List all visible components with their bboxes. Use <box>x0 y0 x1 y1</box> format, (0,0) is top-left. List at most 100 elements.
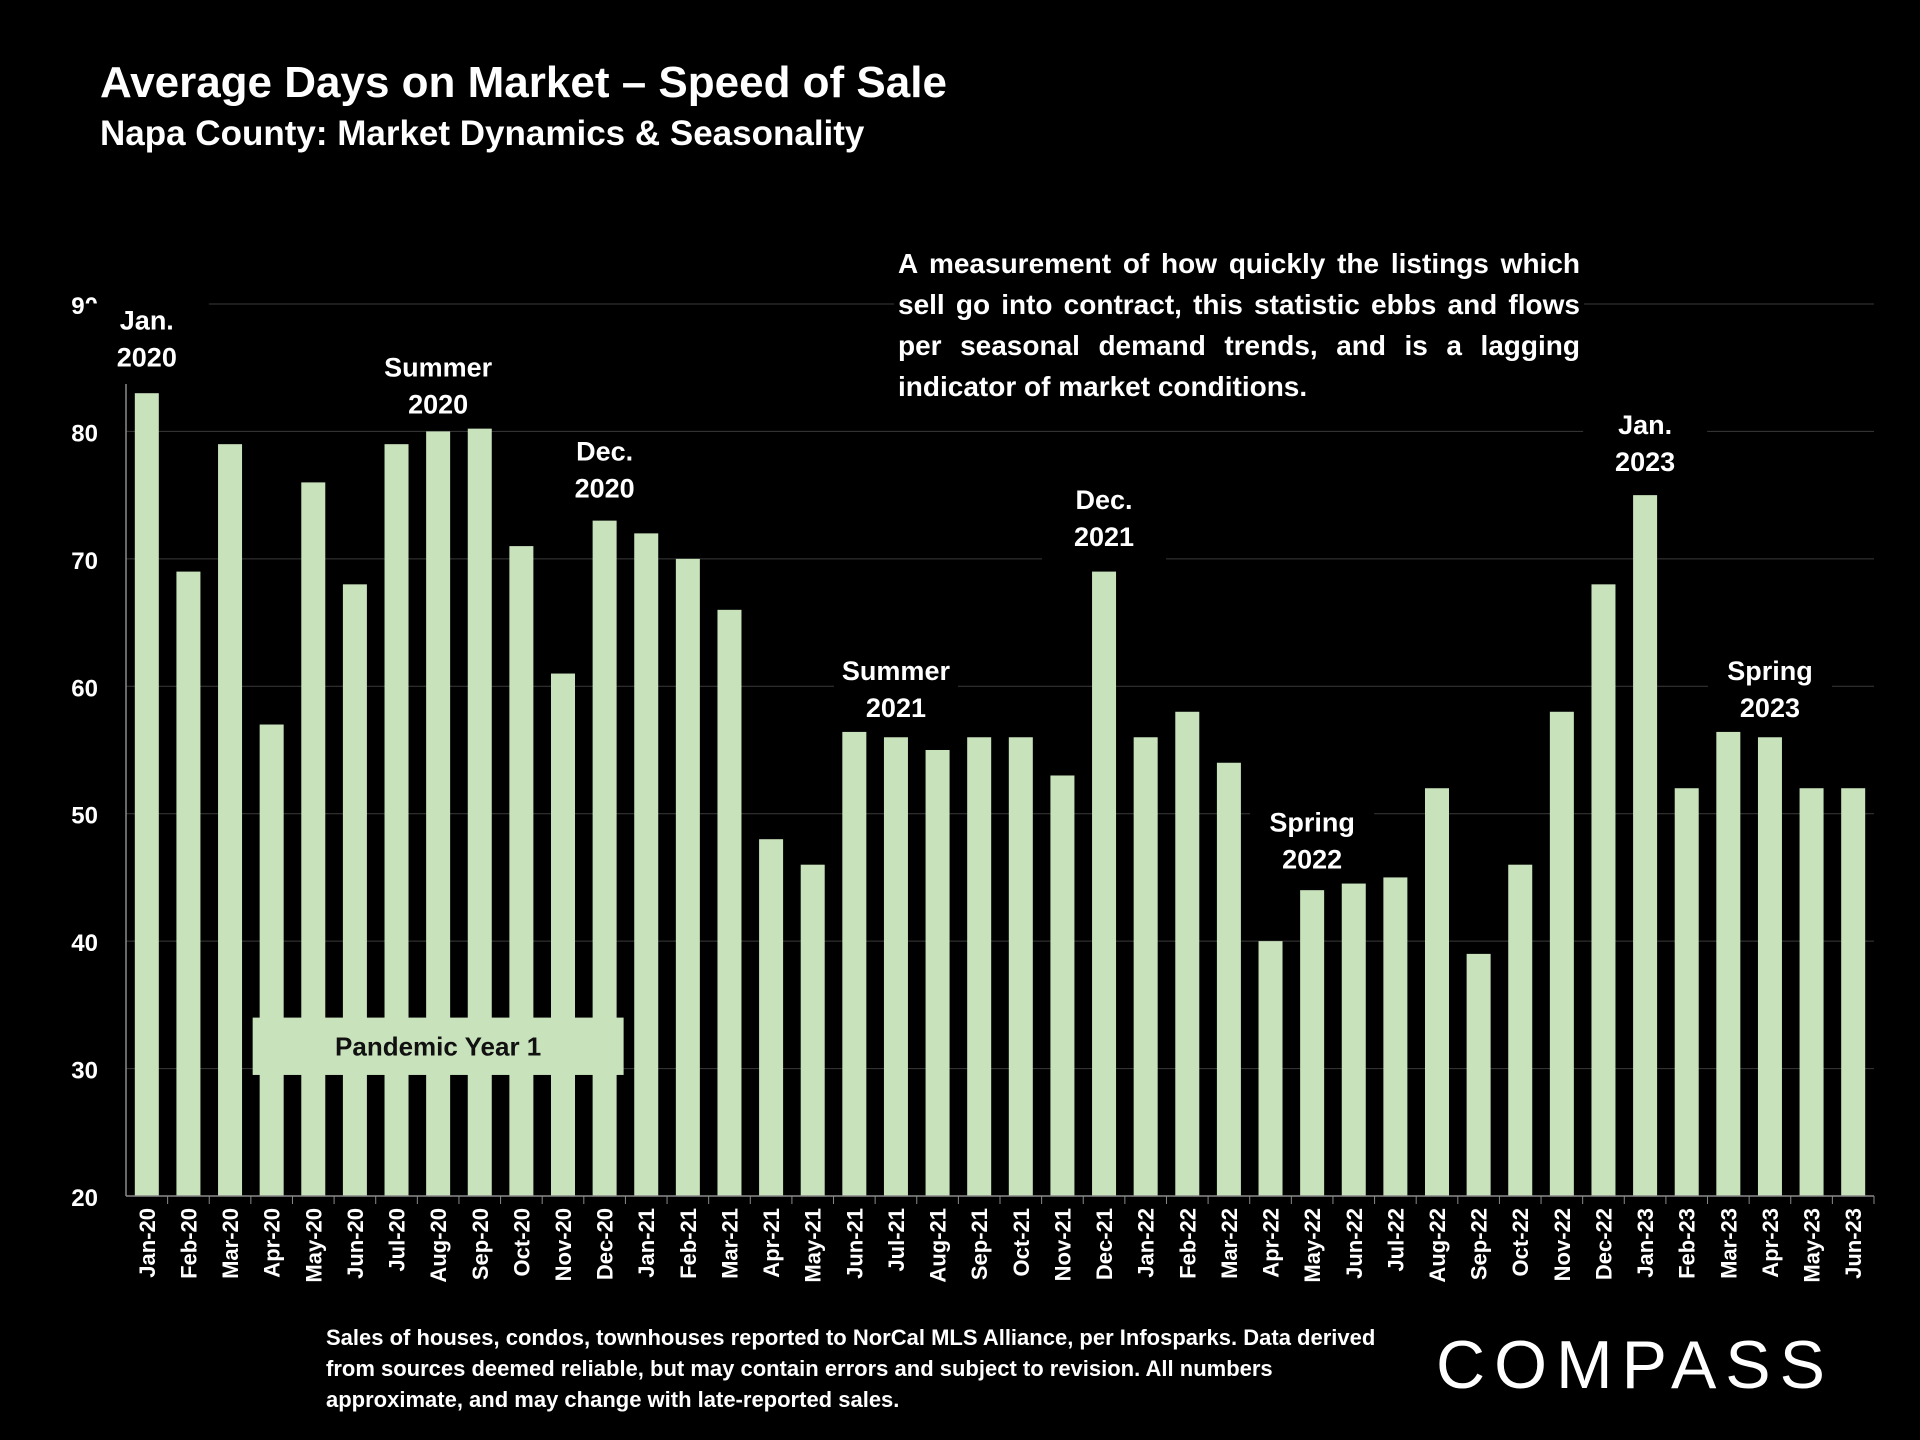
bar-Jul-22 <box>1383 877 1408 1196</box>
annotation-backing <box>1583 407 1708 486</box>
x-tick-label: Mar-20 <box>218 1208 243 1279</box>
x-tick-label: Jul-21 <box>884 1208 909 1272</box>
annotation-backing <box>1707 653 1832 732</box>
annotation: Dec. 2021 <box>1042 483 1167 562</box>
pandemic-band: Pandemic Year 1 <box>252 1017 624 1075</box>
x-tick-label: Aug-21 <box>926 1208 951 1283</box>
x-tick-label: Jan-23 <box>1633 1208 1658 1278</box>
bar-Jun-23 <box>1841 788 1866 1196</box>
y-tick-label: 20 <box>71 1185 98 1212</box>
x-tick-label: Feb-20 <box>176 1208 201 1279</box>
bar-Jan-20 <box>134 393 159 1196</box>
x-tick-label: Sep-21 <box>967 1208 992 1280</box>
pandemic-band-box <box>252 1017 624 1075</box>
x-tick-label: Apr-23 <box>1758 1208 1783 1278</box>
bar-Apr-22 <box>1258 941 1283 1196</box>
annotation-line: 2020 <box>117 342 177 372</box>
y-tick-label: 40 <box>71 930 98 957</box>
bar-Nov-21 <box>1050 775 1075 1196</box>
bar-Apr-20 <box>259 724 284 1196</box>
annotation-line: Spring <box>1727 656 1813 686</box>
x-tick-label: Dec-21 <box>1092 1208 1117 1280</box>
x-tick-label: Jun-21 <box>842 1208 867 1279</box>
x-tick-label: May-22 <box>1300 1208 1325 1283</box>
annotation: Dec. 2020 <box>542 434 667 513</box>
annotation-line: 2023 <box>1740 693 1800 723</box>
bar-Oct-21 <box>1008 737 1033 1196</box>
x-tick-label: Nov-22 <box>1550 1208 1575 1281</box>
bar-May-23 <box>1799 788 1824 1196</box>
bar-Oct-20 <box>509 546 534 1196</box>
bar-Jan-23 <box>1633 495 1658 1197</box>
x-tick-label: Jun-20 <box>343 1208 368 1279</box>
annotation-line: Summer <box>842 656 951 686</box>
annotation-line: 2020 <box>408 390 468 420</box>
bar-Dec-20 <box>592 520 617 1196</box>
x-tick-label: May-23 <box>1800 1208 1825 1283</box>
bar-Mar-20 <box>218 444 243 1197</box>
bar-Jan-21 <box>634 533 659 1196</box>
bar-Apr-21 <box>759 839 784 1196</box>
x-tick-label: Jan-22 <box>1134 1208 1159 1278</box>
bar-Jun-21 <box>842 673 867 1196</box>
annotation-line: Dec. <box>576 437 633 467</box>
bar-Aug-22 <box>1425 788 1449 1196</box>
annotation: Spring 2022 <box>1250 805 1375 884</box>
x-axis: Jan-20 Feb-20 Mar-20 Apr-20 May-20 Jun-20 Jul-… <box>126 1195 1875 1283</box>
chart-description: A measurement of how quickly the listing… <box>894 243 1584 407</box>
x-tick-label: Jan-21 <box>634 1208 659 1278</box>
bar-Mar-22 <box>1216 762 1241 1196</box>
x-tick-label: Apr-22 <box>1259 1208 1284 1278</box>
bar-Sep-20 <box>467 418 492 1197</box>
bar-Jun-22 <box>1341 851 1366 1196</box>
bar-Mar-23 <box>1716 711 1741 1196</box>
annotation-line: 2021 <box>1074 522 1134 552</box>
bar-May-22 <box>1300 890 1325 1196</box>
annotation-backing <box>84 303 209 382</box>
y-tick-label: 50 <box>71 803 98 830</box>
x-tick-label: Apr-21 <box>759 1208 784 1278</box>
x-tick-label: Nov-20 <box>551 1208 576 1281</box>
chart-title: Average Days on Market – Speed of Sale <box>100 58 947 107</box>
x-tick-label: Nov-21 <box>1050 1208 1075 1281</box>
bar-Feb-23 <box>1674 788 1699 1196</box>
x-tick-label: Mar-22 <box>1217 1208 1242 1279</box>
x-tick-label: Oct-22 <box>1508 1208 1533 1276</box>
annotation-line: Jan. <box>120 305 174 335</box>
x-tick-label: Aug-22 <box>1425 1208 1450 1283</box>
x-tick-label: May-20 <box>301 1208 326 1283</box>
annotation: Summer 2021 <box>833 653 958 732</box>
y-tick-label: 70 <box>71 548 98 575</box>
bar-Sep-21 <box>967 737 992 1196</box>
bar-May-20 <box>301 482 326 1196</box>
x-tick-label: Sep-20 <box>468 1208 493 1280</box>
bar-Feb-21 <box>675 558 700 1196</box>
x-tick-label: Jan-20 <box>135 1208 160 1278</box>
x-tick-label: Dec-22 <box>1591 1208 1616 1280</box>
annotation: Jan. 2023 <box>1583 407 1708 486</box>
annotation-backing <box>542 434 667 513</box>
annotation-backing <box>833 653 958 732</box>
x-tick-label: Feb-21 <box>676 1208 701 1279</box>
bar-Jul-20 <box>384 444 409 1197</box>
bar-May-21 <box>800 864 825 1196</box>
annotation-line: 2021 <box>866 693 926 723</box>
x-tick-label: Aug-20 <box>426 1208 451 1283</box>
x-tick-label: Mar-23 <box>1716 1208 1741 1279</box>
annotation: Summer 2020 <box>376 350 501 429</box>
x-tick-label: Oct-21 <box>1009 1208 1034 1276</box>
annotation-backing <box>1250 805 1375 884</box>
bar-Aug-21 <box>925 750 950 1196</box>
x-tick-label: Feb-23 <box>1675 1208 1700 1279</box>
x-tick-label: Jun-23 <box>1841 1208 1866 1279</box>
bar-Nov-22 <box>1549 711 1574 1196</box>
y-tick-label: 60 <box>71 675 98 702</box>
chart-subtitle: Napa County: Market Dynamics & Seasonali… <box>100 114 865 153</box>
annotation-line: Jan. <box>1618 410 1672 440</box>
bar-Dec-21 <box>1092 571 1117 1196</box>
x-tick-label: Oct-20 <box>509 1208 534 1276</box>
x-tick-label: Jun-22 <box>1342 1208 1367 1279</box>
annotation-line: 2020 <box>575 474 635 504</box>
y-tick-label: 80 <box>71 420 98 447</box>
